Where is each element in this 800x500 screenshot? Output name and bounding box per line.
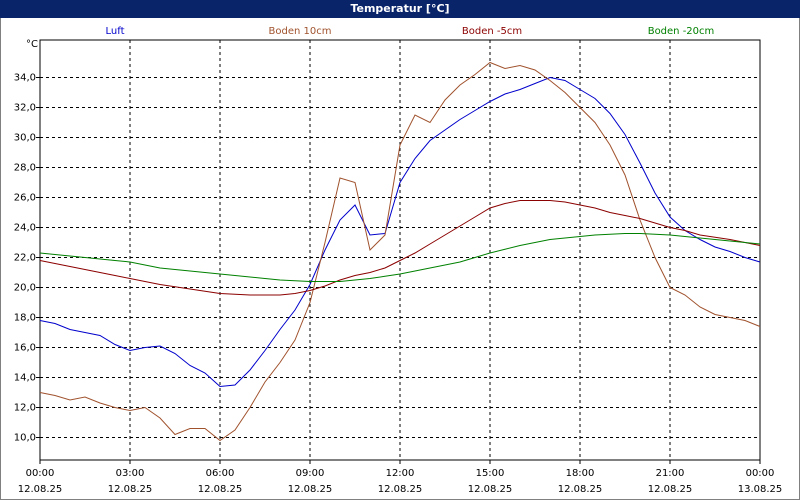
series-line: [39, 61, 761, 442]
x-tick-label: 06:00: [206, 468, 235, 479]
y-tick-label: 24,0: [14, 223, 36, 234]
x-tick-label: 21:00: [656, 468, 685, 479]
series-line: [39, 76, 761, 388]
y-tick-label: 28,0: [14, 163, 36, 174]
x-tick-date: 12.08.25: [558, 484, 603, 495]
y-unit: °C: [26, 39, 38, 50]
x-tick-label: 18:00: [566, 468, 595, 479]
x-tick-date: 12.08.25: [18, 484, 63, 495]
series-line: [39, 200, 761, 296]
y-tick-label: 34,0: [14, 73, 36, 84]
x-tick-date: 12.08.25: [288, 484, 333, 495]
legend-entry: Boden -5cm: [462, 26, 522, 37]
x-tick-label: 00:00: [746, 468, 775, 479]
y-tick-label: 16,0: [14, 343, 36, 354]
y-tick-label: 30,0: [14, 133, 36, 144]
x-tick-label: 15:00: [476, 468, 505, 479]
legend-entry: Boden 10cm: [269, 26, 332, 37]
y-tick-label: 20,0: [14, 283, 36, 294]
y-tick-label: 26,0: [14, 193, 36, 204]
x-tick-date: 12.08.25: [468, 484, 513, 495]
x-tick-date: 12.08.25: [648, 484, 693, 495]
series-line: [39, 233, 761, 282]
title-bar: [0, 0, 800, 18]
y-tick-label: 14,0: [14, 373, 36, 384]
y-tick-label: 22,0: [14, 253, 36, 264]
x-tick-label: 00:00: [26, 468, 55, 479]
x-tick-date: 12.08.25: [378, 484, 423, 495]
legend-entry: Boden -20cm: [648, 26, 715, 37]
x-tick-date: 12.08.25: [108, 484, 153, 495]
y-tick-label: 12,0: [14, 403, 36, 414]
x-tick-date: 12.08.25: [198, 484, 243, 495]
x-tick-label: 09:00: [296, 468, 325, 479]
x-tick-label: 03:00: [116, 468, 145, 479]
legend-entry: Luft: [106, 26, 125, 37]
y-tick-label: 32,0: [14, 103, 36, 114]
x-tick-date: 13.08.25: [738, 484, 783, 495]
chart-title: Temperatur [°C]: [350, 2, 449, 15]
y-tick-label: 18,0: [14, 313, 36, 324]
y-tick-label: 10,0: [14, 433, 36, 444]
x-tick-label: 12:00: [386, 468, 415, 479]
